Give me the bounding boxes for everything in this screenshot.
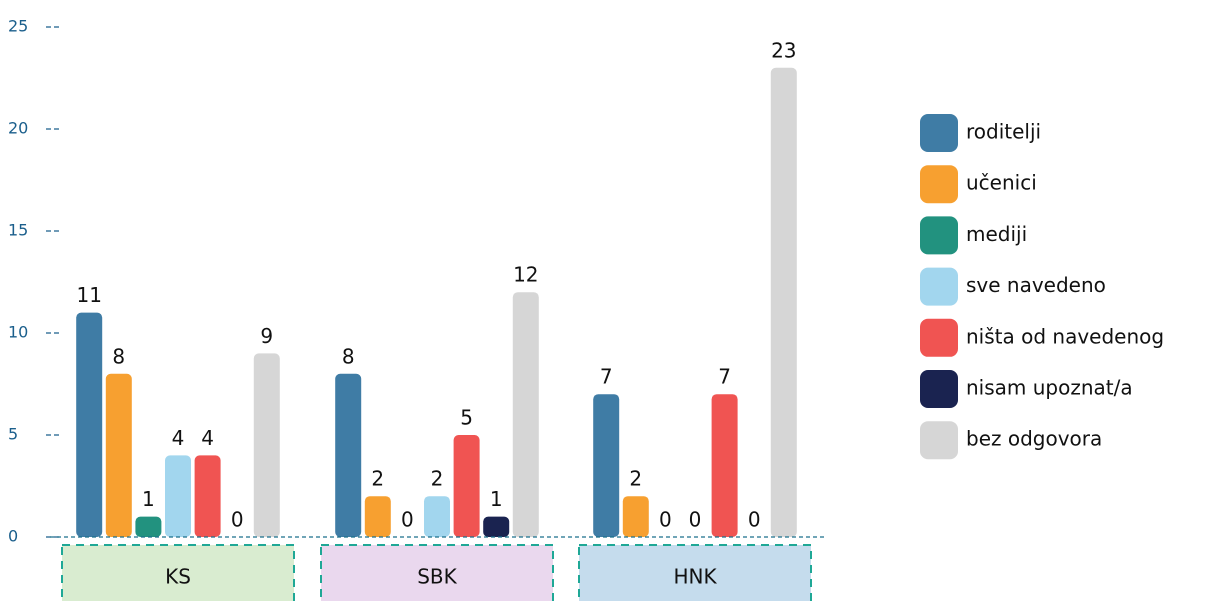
legend-swatch xyxy=(920,370,958,408)
bar xyxy=(424,496,450,537)
legend-swatch xyxy=(920,114,958,152)
legend-label: roditelji xyxy=(966,120,1041,144)
y-tick-label: 0 xyxy=(8,527,18,546)
bar xyxy=(770,67,797,538)
bar xyxy=(483,516,510,537)
legend-label: nisam upoznat/a xyxy=(966,376,1133,400)
legend-label: ništa od navedenog xyxy=(966,324,1164,348)
value-label: 2 xyxy=(431,467,444,491)
value-label: 5 xyxy=(460,406,473,430)
bar xyxy=(453,435,480,537)
value-label: 2 xyxy=(629,467,642,491)
y-tick-label: 10 xyxy=(8,323,28,342)
legend-swatch xyxy=(920,216,958,255)
value-label: 0 xyxy=(689,508,702,532)
value-label: 11 xyxy=(76,283,101,307)
value-label: 12 xyxy=(513,263,538,287)
y-tick-label: 25 xyxy=(8,17,28,36)
value-label: 4 xyxy=(201,426,214,450)
bar xyxy=(364,496,391,537)
value-label: 1 xyxy=(490,487,503,511)
bar xyxy=(194,455,221,537)
bar xyxy=(593,394,620,537)
category-box xyxy=(320,544,554,601)
x-tick-label: SBK xyxy=(417,565,457,589)
y-tick-label: 5 xyxy=(8,425,18,444)
legend-swatch xyxy=(920,318,958,357)
value-label: 7 xyxy=(600,365,613,389)
value-label: 8 xyxy=(112,344,125,368)
value-label: 0 xyxy=(231,508,244,532)
category-box xyxy=(578,544,812,601)
bar xyxy=(253,353,280,537)
value-label: 0 xyxy=(748,508,761,532)
value-label: 7 xyxy=(718,365,731,389)
value-label: 0 xyxy=(401,508,414,532)
value-label: 9 xyxy=(260,324,273,348)
legend-swatch xyxy=(920,165,958,204)
value-label: 1 xyxy=(142,487,155,511)
bar xyxy=(512,292,539,537)
bar xyxy=(335,373,362,537)
category-box xyxy=(61,544,295,601)
legend-label: sve navedeno xyxy=(966,273,1106,297)
legend-label: mediji xyxy=(966,222,1027,246)
value-label: 0 xyxy=(659,508,672,532)
legend-swatch xyxy=(920,267,958,306)
bar xyxy=(105,373,132,537)
value-label: 23 xyxy=(771,38,796,62)
bar xyxy=(711,394,738,537)
value-label: 4 xyxy=(172,426,185,450)
y-tick-label: 20 xyxy=(8,119,28,138)
legend-label: učenici xyxy=(966,171,1037,195)
bar xyxy=(622,496,649,537)
x-tick-label: HNK xyxy=(673,565,717,589)
value-label: 8 xyxy=(342,344,355,368)
x-tick-label: KS xyxy=(165,565,191,589)
value-label: 2 xyxy=(371,467,384,491)
bar xyxy=(76,312,103,537)
legend-swatch xyxy=(920,421,958,460)
bar xyxy=(165,455,191,537)
y-tick-label: 15 xyxy=(8,221,28,240)
bar xyxy=(135,516,162,537)
legend-label: bez odgovora xyxy=(966,427,1102,451)
